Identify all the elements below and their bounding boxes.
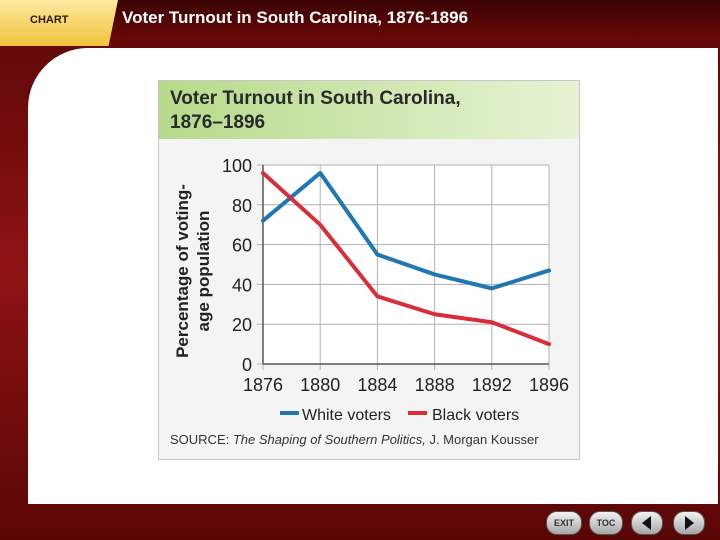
source-line: SOURCE: The Shaping of Southern Politics…	[170, 432, 539, 447]
figure-title-line1: Voter Turnout in South Carolina,	[170, 88, 461, 109]
legend-label-black: Black voters	[432, 407, 519, 424]
chart-axes	[262, 165, 549, 365]
series-line-black-voters	[261, 170, 551, 347]
chart-ticks: 0 20 40 60 80 100 1876 1880 1884 1888 1892 1896	[222, 156, 569, 395]
y-tick-label: 100	[222, 156, 252, 176]
slide-title: Voter Turnout in South Carolina, 1876-18…	[122, 8, 469, 27]
x-tick-label: 1876	[243, 375, 283, 395]
next-button[interactable]	[673, 511, 705, 535]
x-tick-label: 1896	[529, 375, 569, 395]
legend-label-white: White voters	[302, 407, 391, 424]
figure-title-line2: 1876–1896	[170, 112, 266, 133]
chart-grid	[257, 164, 550, 370]
series-line-white-voters	[261, 170, 551, 291]
chart-tab-label: CHART	[30, 14, 69, 26]
exit-button[interactable]: EXIT	[546, 511, 582, 535]
y-tick-label: 20	[232, 315, 252, 335]
toc-button[interactable]: TOC	[589, 511, 623, 535]
source-title: The Shaping of Southern Politics,	[233, 432, 426, 447]
y-tick-label: 80	[232, 196, 252, 216]
header-bar	[0, 0, 720, 40]
figure-title: Voter Turnout in South Carolina, 1876–18…	[159, 81, 579, 139]
source-label: SOURCE:	[170, 432, 229, 447]
x-tick-label: 1880	[300, 375, 340, 395]
y-tick-label: 40	[232, 275, 252, 295]
toc-label: TOC	[596, 518, 616, 528]
chart-tab: CHART	[0, 0, 118, 46]
y-axis-label-line2: age population	[194, 211, 213, 332]
x-tick-label: 1892	[472, 375, 512, 395]
chart-figure: Voter Turnout in South Carolina, 1876–18…	[158, 80, 580, 460]
source-author: J. Morgan Kousser	[429, 432, 539, 447]
x-tick-label: 1888	[415, 375, 455, 395]
line-chart: 0 20 40 60 80 100 1876 1880 1884 1888 1892 1896 Per…	[170, 156, 569, 447]
previous-button[interactable]	[631, 511, 663, 535]
exit-label: EXIT	[553, 518, 574, 528]
y-tick-label: 60	[232, 236, 252, 256]
x-tick-label: 1884	[357, 375, 397, 395]
chart-series	[261, 170, 551, 347]
left-arrow-icon	[642, 516, 651, 530]
y-axis-label-line1: Percentage of voting-	[173, 184, 192, 358]
right-arrow-icon	[685, 516, 694, 530]
y-tick-label: 0	[242, 355, 252, 375]
